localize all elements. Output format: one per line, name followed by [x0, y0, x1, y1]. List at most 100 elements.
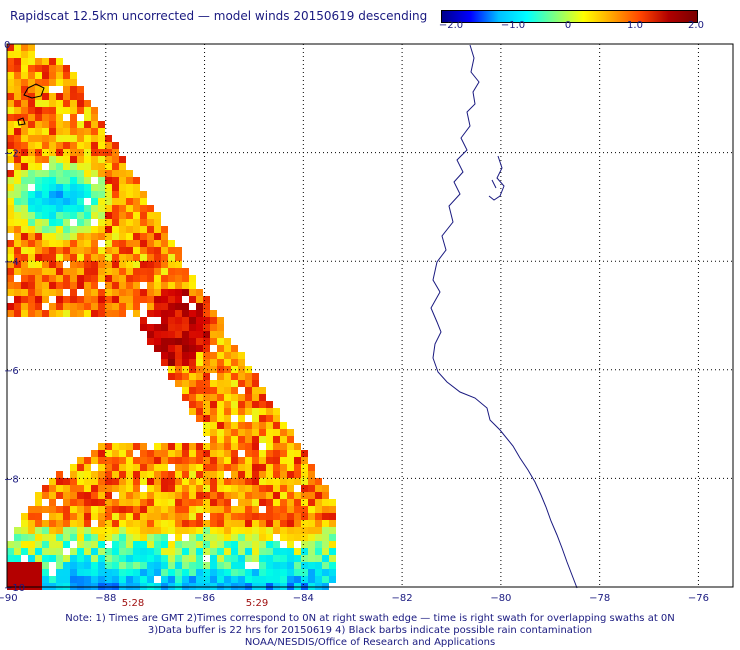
- wind-cell: [35, 289, 42, 296]
- wind-cell: [210, 317, 217, 324]
- wind-cell: [49, 212, 56, 219]
- wind-cell: [217, 443, 224, 450]
- wind-cell: [14, 562, 21, 569]
- wind-cell: [42, 128, 49, 135]
- wind-cell: [28, 86, 35, 93]
- wind-cell: [119, 555, 126, 562]
- wind-cell: [315, 520, 322, 527]
- wind-cell: [196, 520, 203, 527]
- wind-cell: [7, 247, 14, 254]
- wind-cell: [119, 212, 126, 219]
- wind-cell: [49, 310, 56, 317]
- wind-cell: [98, 443, 105, 450]
- wind-cell: [28, 534, 35, 541]
- wind-cell: [28, 128, 35, 135]
- wind-cell: [70, 303, 77, 310]
- wind-cell: [14, 65, 21, 72]
- wind-cell: [224, 548, 231, 555]
- wind-cell: [42, 233, 49, 240]
- wind-cell: [98, 541, 105, 548]
- wind-cell: [322, 576, 329, 583]
- wind-cell: [91, 233, 98, 240]
- wind-cell: [112, 541, 119, 548]
- wind-cell: [63, 142, 70, 149]
- wind-cell: [84, 478, 91, 485]
- wind-cell: [308, 513, 315, 520]
- wind-cell: [14, 548, 21, 555]
- wind-cell: [147, 576, 154, 583]
- wind-cell: [105, 275, 112, 282]
- wind-cell: [154, 520, 161, 527]
- wind-cell: [42, 576, 49, 583]
- wind-cell: [308, 541, 315, 548]
- wind-cell: [133, 205, 140, 212]
- wind-cell: [280, 429, 287, 436]
- wind-cell: [175, 345, 182, 352]
- wind-cell: [91, 191, 98, 198]
- wind-cell: [252, 443, 259, 450]
- wind-cell: [112, 576, 119, 583]
- wind-cell: [119, 541, 126, 548]
- wind-cell: [182, 513, 189, 520]
- wind-cell: [196, 352, 203, 359]
- wind-cell: [126, 492, 133, 499]
- wind-cell: [63, 485, 70, 492]
- wind-cell: [140, 513, 147, 520]
- wind-cell: [266, 499, 273, 506]
- wind-cell: [91, 562, 98, 569]
- wind-cell: [105, 457, 112, 464]
- wind-cell: [161, 499, 168, 506]
- wind-cell: [91, 457, 98, 464]
- wind-cell: [210, 422, 217, 429]
- wind-cell: [133, 198, 140, 205]
- wind-cell: [140, 219, 147, 226]
- wind-cell: [84, 184, 91, 191]
- wind-cell: [77, 170, 84, 177]
- wind-cell: [126, 569, 133, 576]
- wind-cell: [322, 534, 329, 541]
- wind-cell: [133, 289, 140, 296]
- wind-cell: [56, 72, 63, 79]
- wind-cell: [91, 450, 98, 457]
- wind-cell: [7, 79, 14, 86]
- wind-cell: [7, 44, 14, 51]
- wind-cell: [70, 310, 77, 317]
- wind-difference-swath: [7, 44, 336, 590]
- wind-cell: [315, 513, 322, 520]
- wind-cell: [42, 65, 49, 72]
- wind-cell: [112, 226, 119, 233]
- wind-cell: [294, 569, 301, 576]
- wind-cell: [7, 100, 14, 107]
- wind-cell: [294, 471, 301, 478]
- wind-cell: [266, 443, 273, 450]
- wind-cell: [28, 576, 35, 583]
- wind-cell: [168, 331, 175, 338]
- wind-cell: [217, 380, 224, 387]
- wind-cell: [35, 170, 42, 177]
- wind-cell: [175, 548, 182, 555]
- wind-cell: [105, 240, 112, 247]
- wind-cell: [56, 296, 63, 303]
- wind-cell: [63, 184, 70, 191]
- wind-cell: [70, 492, 77, 499]
- wind-cell: [84, 191, 91, 198]
- wind-cell: [182, 520, 189, 527]
- wind-cell: [259, 499, 266, 506]
- wind-cell: [77, 107, 84, 114]
- wind-cell: [245, 443, 252, 450]
- wind-cell: [35, 268, 42, 275]
- wind-cell: [112, 156, 119, 163]
- wind-cell: [168, 296, 175, 303]
- wind-cell: [49, 65, 56, 72]
- wind-cell: [63, 499, 70, 506]
- wind-cell: [70, 142, 77, 149]
- wind-cell: [84, 226, 91, 233]
- wind-cell: [273, 569, 280, 576]
- wind-cell: [154, 464, 161, 471]
- wind-cell: [168, 513, 175, 520]
- wind-cell: [126, 282, 133, 289]
- wind-cell: [189, 394, 196, 401]
- wind-cell: [175, 513, 182, 520]
- wind-cell: [294, 450, 301, 457]
- wind-cell: [147, 219, 154, 226]
